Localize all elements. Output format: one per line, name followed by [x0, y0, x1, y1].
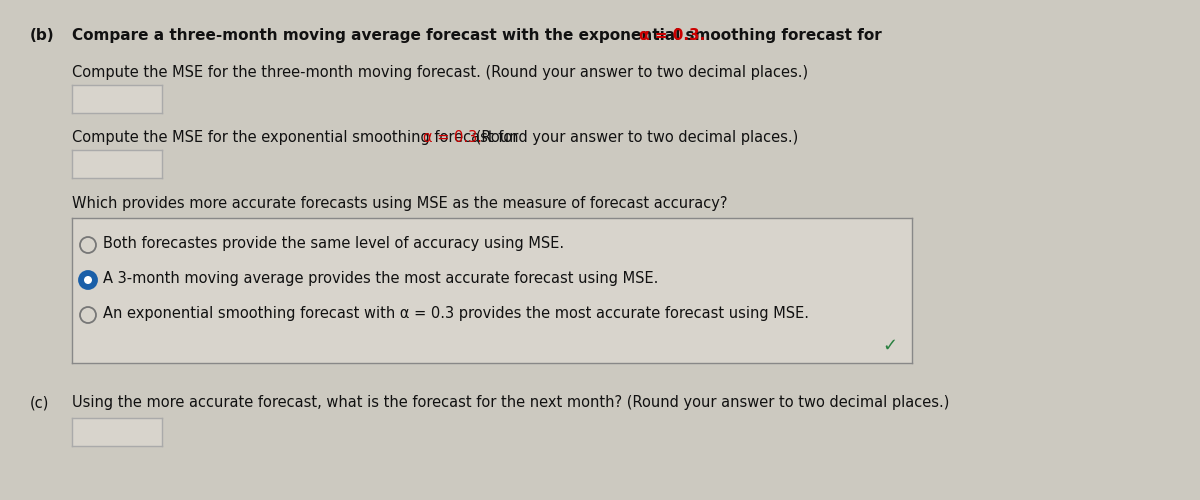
Text: Compute the MSE for the exponential smoothing forecast for: Compute the MSE for the exponential smoo…	[72, 130, 523, 145]
Text: Compute the MSE for the three-month moving forecast. (Round your answer to two d: Compute the MSE for the three-month movi…	[72, 65, 808, 80]
Text: (c): (c)	[30, 395, 49, 410]
Text: (b): (b)	[30, 28, 55, 43]
Text: Compare a three-month moving average forecast with the exponential smoothing for: Compare a three-month moving average for…	[72, 28, 887, 43]
Text: Using the more accurate forecast, what is the forecast for the next month? (Roun: Using the more accurate forecast, what i…	[72, 395, 949, 410]
Text: (Round your answer to two decimal places.): (Round your answer to two decimal places…	[470, 130, 798, 145]
Text: An exponential smoothing forecast with α = 0.3 provides the most accurate foreca: An exponential smoothing forecast with α…	[103, 306, 809, 321]
Text: A 3-month moving average provides the most accurate forecast using MSE.: A 3-month moving average provides the mo…	[103, 271, 659, 286]
Text: α = 0.3.: α = 0.3.	[640, 28, 706, 43]
Text: α = 0.3.: α = 0.3.	[424, 130, 482, 145]
Text: Which provides more accurate forecasts using MSE as the measure of forecast accu: Which provides more accurate forecasts u…	[72, 196, 727, 211]
Text: ✓: ✓	[882, 337, 898, 355]
Text: Both forecastes provide the same level of accuracy using MSE.: Both forecastes provide the same level o…	[103, 236, 564, 251]
